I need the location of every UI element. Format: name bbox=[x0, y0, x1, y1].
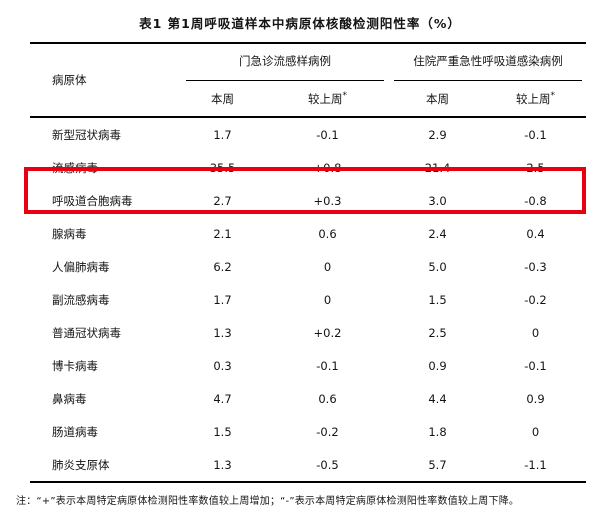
value-cell: +0.3 bbox=[313, 193, 342, 208]
subheader-label: 较上周 bbox=[516, 92, 551, 106]
table-row: 呼吸道合胞病毒 2.7 +0.3 3.0 -0.8 bbox=[30, 184, 586, 217]
value-cell: 1.7 bbox=[213, 127, 232, 142]
value-cell: 21.4 bbox=[424, 160, 451, 175]
value-cell: -0.8 bbox=[524, 193, 547, 208]
value-cell: +0.2 bbox=[313, 325, 342, 340]
value-cell: -1.1 bbox=[524, 457, 547, 472]
value-cell: 0 bbox=[323, 259, 332, 274]
group-header-outpatient-ili-label: 门急诊流感样病例 bbox=[239, 54, 331, 68]
asterisk-marker: * bbox=[342, 91, 348, 102]
table-row: 鼻病毒 4.7 0.6 4.4 0.9 bbox=[30, 382, 586, 415]
table-row: 普通冠状病毒 1.3 +0.2 2.5 0 bbox=[30, 316, 586, 349]
value-cell: 0.3 bbox=[213, 358, 232, 373]
value-cell: 2.9 bbox=[428, 127, 447, 142]
group-header-hospitalized-sari-label: 住院严重急性呼吸道感染病例 bbox=[413, 54, 563, 68]
value-cell: 2.4 bbox=[428, 226, 447, 241]
table-header: 病原体 门急诊流感样病例 住院严重急性呼吸道感染病例 本周 较上周* 本周 较上… bbox=[30, 44, 586, 118]
value-cell: 1.5 bbox=[213, 424, 232, 439]
pathogen-name: 人偏肺病毒 bbox=[52, 259, 110, 274]
table-row: 副流感病毒 1.7 0 1.5 -0.2 bbox=[30, 283, 586, 316]
value-cell: 0.4 bbox=[526, 226, 545, 241]
table-row: 流感病毒 35.5 +0.8 21.4 2.5 bbox=[30, 151, 586, 184]
value-cell: 3.0 bbox=[428, 193, 447, 208]
pathogen-name: 肺炎支原体 bbox=[52, 457, 110, 472]
subheader-label: 本周 bbox=[426, 92, 449, 106]
value-cell: 2.1 bbox=[213, 226, 232, 241]
table-row: 肺炎支原体 1.3 -0.5 5.7 -1.1 bbox=[30, 448, 586, 481]
table-body: 新型冠状病毒 1.7 -0.1 2.9 -0.1 流感病毒 35.5 +0.8 21.4 2.5 呼… bbox=[30, 118, 586, 483]
table-title: 表1 第1周呼吸道样本中病原体核酸检测阳性率（%） bbox=[139, 16, 461, 31]
value-cell: 1.3 bbox=[213, 457, 232, 472]
value-cell: 1.8 bbox=[428, 424, 447, 439]
group-header-hospitalized-sari: 住院严重急性呼吸道感染病例 bbox=[394, 44, 582, 81]
value-cell: 5.0 bbox=[428, 259, 447, 274]
value-cell: -0.1 bbox=[316, 127, 339, 142]
footnote: 注：“+”表示本周特定病原体检测阳性率数值较上周增加；“-”表示本周特定病原体检… bbox=[16, 496, 520, 507]
value-cell: 5.7 bbox=[428, 457, 447, 472]
subheader-label: 较上周 bbox=[308, 92, 343, 106]
value-cell: 0 bbox=[531, 424, 540, 439]
pathogen-name: 副流感病毒 bbox=[52, 292, 110, 307]
value-cell: -0.3 bbox=[524, 259, 547, 274]
pathogen-name: 新型冠状病毒 bbox=[52, 127, 121, 142]
table-row: 新型冠状病毒 1.7 -0.1 2.9 -0.1 bbox=[30, 118, 586, 151]
value-cell: 1.5 bbox=[428, 292, 447, 307]
value-cell: 6.2 bbox=[213, 259, 232, 274]
table-row: 肠道病毒 1.5 -0.2 1.8 0 bbox=[30, 415, 586, 448]
pathogen-name: 流感病毒 bbox=[52, 160, 98, 175]
value-cell: -0.1 bbox=[524, 358, 547, 373]
subheader-ili-vs-last-week: 较上周* bbox=[265, 81, 390, 116]
value-cell: -0.1 bbox=[524, 127, 547, 142]
table-row: 人偏肺病毒 6.2 0 5.0 -0.3 bbox=[30, 250, 586, 283]
value-cell: -0.2 bbox=[524, 292, 547, 307]
value-cell: 2.7 bbox=[213, 193, 232, 208]
value-cell: 1.7 bbox=[213, 292, 232, 307]
pathogen-name: 肠道病毒 bbox=[52, 424, 98, 439]
subheader-label: 本周 bbox=[211, 92, 234, 106]
pathogen-name: 博卡病毒 bbox=[52, 358, 98, 373]
pathogen-table: 病原体 门急诊流感样病例 住院严重急性呼吸道感染病例 本周 较上周* 本周 较上… bbox=[30, 42, 586, 483]
pathogen-column-header: 病原体 bbox=[52, 73, 87, 87]
value-cell: 0.9 bbox=[428, 358, 447, 373]
value-cell: +0.8 bbox=[313, 160, 342, 175]
value-cell: 0 bbox=[323, 292, 332, 307]
asterisk-marker: * bbox=[550, 91, 556, 102]
value-cell: 4.4 bbox=[428, 391, 447, 406]
value-cell: 0.6 bbox=[318, 226, 337, 241]
value-cell: 2.5 bbox=[428, 325, 447, 340]
subheader-ili-this-week: 本周 bbox=[180, 81, 265, 116]
table-row: 腺病毒 2.1 0.6 2.4 0.4 bbox=[30, 217, 586, 250]
value-cell: -0.1 bbox=[316, 358, 339, 373]
value-cell: 2.5 bbox=[526, 160, 545, 175]
group-header-outpatient-ili: 门急诊流感样病例 bbox=[186, 44, 384, 81]
value-cell: -0.2 bbox=[316, 424, 339, 439]
subheader-sari-vs-last-week: 较上周* bbox=[485, 81, 586, 116]
value-cell: 0 bbox=[531, 325, 540, 340]
pathogen-name: 腺病毒 bbox=[52, 226, 87, 241]
value-cell: 4.7 bbox=[213, 391, 232, 406]
value-cell: 1.3 bbox=[213, 325, 232, 340]
pathogen-name: 鼻病毒 bbox=[52, 391, 87, 406]
value-cell: 35.5 bbox=[209, 160, 236, 175]
pathogen-name: 呼吸道合胞病毒 bbox=[52, 193, 133, 208]
subheader-sari-this-week: 本周 bbox=[390, 81, 485, 116]
value-cell: -0.5 bbox=[316, 457, 339, 472]
table-row: 博卡病毒 0.3 -0.1 0.9 -0.1 bbox=[30, 349, 586, 382]
value-cell: 0.9 bbox=[526, 391, 545, 406]
value-cell: 0.6 bbox=[318, 391, 337, 406]
pathogen-name: 普通冠状病毒 bbox=[52, 325, 121, 340]
